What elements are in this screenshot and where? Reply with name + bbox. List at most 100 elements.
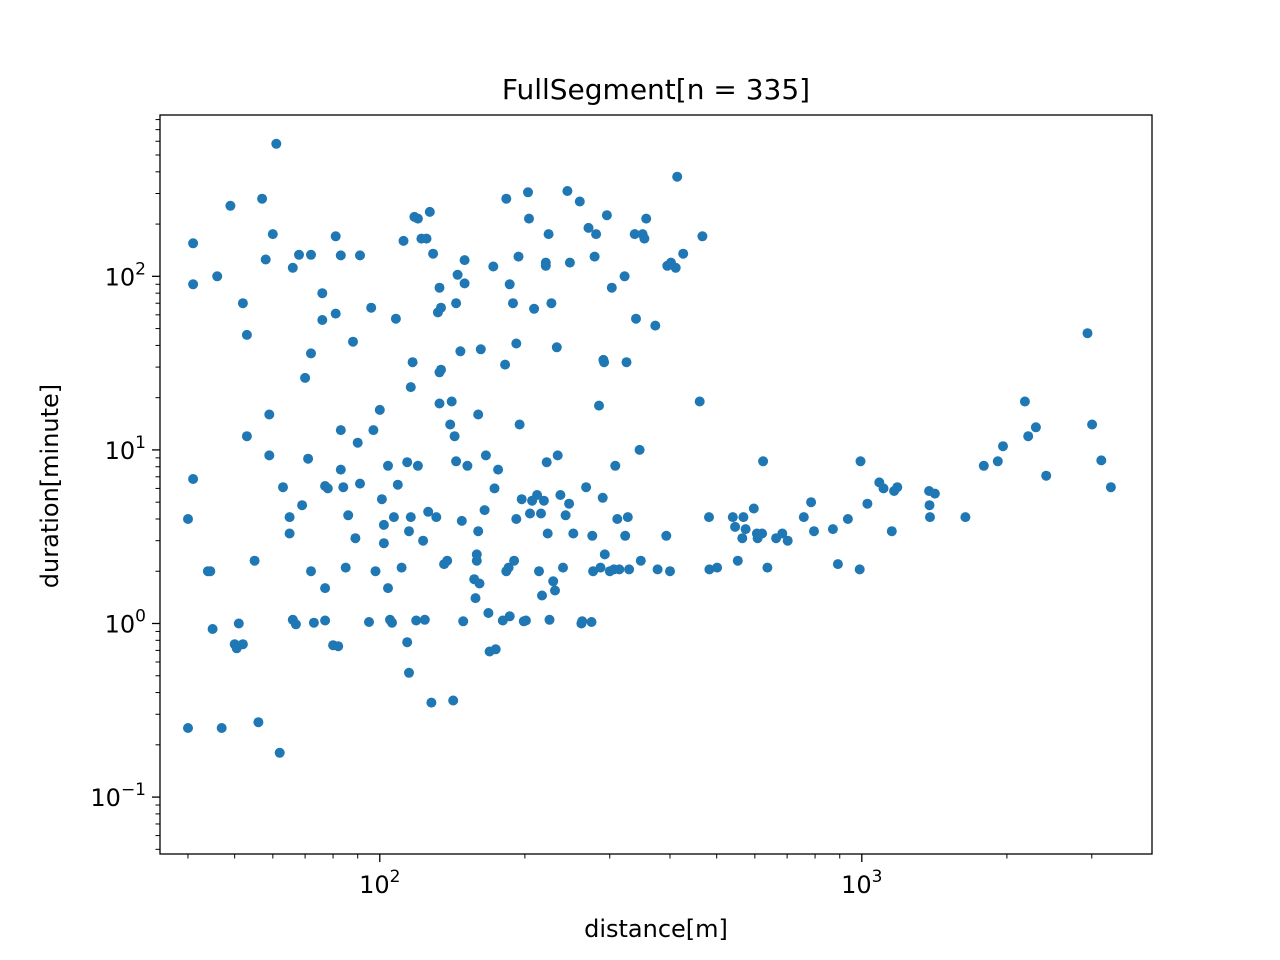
- data-point: [782, 535, 793, 546]
- data-point: [532, 490, 543, 500]
- data-point: [225, 200, 236, 211]
- data-point: [589, 251, 600, 262]
- x-tick-label: 102: [359, 867, 400, 899]
- data-point: [451, 298, 462, 309]
- data-point: [421, 233, 432, 244]
- data-point: [550, 585, 560, 596]
- data-point: [287, 262, 298, 273]
- data-point: [271, 138, 282, 149]
- data-point: [260, 254, 271, 265]
- data-point: [599, 549, 610, 560]
- data-point: [862, 498, 873, 509]
- data-point: [606, 282, 617, 293]
- y-tick-label: 10−1: [90, 780, 146, 812]
- data-point: [423, 506, 434, 517]
- data-point: [978, 460, 989, 471]
- data-point: [470, 593, 481, 604]
- data-point: [806, 497, 817, 508]
- data-point: [678, 248, 689, 259]
- data-point: [577, 616, 588, 627]
- data-point: [543, 229, 554, 240]
- data-point: [583, 222, 594, 233]
- data-point: [490, 644, 501, 655]
- data-point: [188, 279, 199, 290]
- data-point: [631, 313, 641, 324]
- data-point: [992, 456, 1003, 467]
- data-point: [665, 566, 675, 577]
- data-point: [777, 528, 788, 539]
- data-point: [501, 193, 512, 204]
- data-point: [924, 500, 935, 511]
- data-point: [446, 396, 457, 407]
- data-point: [855, 456, 866, 467]
- data-point: [419, 614, 430, 625]
- data-point: [297, 500, 308, 511]
- data-point: [418, 535, 429, 546]
- data-point: [588, 566, 599, 577]
- data-point: [448, 695, 459, 706]
- data-point: [340, 562, 351, 573]
- data-point: [317, 288, 328, 299]
- data-point: [548, 576, 559, 587]
- data-point: [462, 460, 473, 471]
- data-point: [635, 555, 646, 566]
- data-point: [366, 302, 377, 313]
- y-tick-label: 101: [105, 433, 146, 465]
- data-point: [738, 512, 749, 523]
- data-point: [560, 510, 571, 521]
- data-point: [842, 514, 853, 524]
- data-point: [740, 524, 751, 535]
- data-point: [727, 512, 738, 523]
- data-point: [396, 562, 407, 573]
- data-point: [300, 372, 311, 383]
- data-point: [306, 249, 316, 260]
- data-point: [892, 482, 903, 493]
- data-point: [704, 564, 715, 575]
- data-point: [374, 404, 385, 415]
- data-point: [597, 492, 608, 503]
- data-point: [546, 298, 557, 309]
- data-point: [520, 615, 531, 626]
- data-point: [712, 562, 723, 573]
- data-point: [488, 261, 499, 272]
- chart-title: FullSegment[n = 335]: [502, 73, 810, 106]
- data-point: [405, 382, 416, 393]
- axis-ticks: 102 103 10−1 100 101 102: [90, 119, 1093, 899]
- data-point: [308, 617, 319, 628]
- data-point: [929, 488, 940, 499]
- data-point: [758, 456, 769, 467]
- data-point: [368, 425, 379, 436]
- data-point: [1087, 419, 1098, 430]
- data-point: [426, 697, 437, 708]
- data-point: [241, 431, 252, 442]
- data-point: [1082, 328, 1093, 339]
- data-point: [480, 450, 491, 461]
- data-point: [489, 483, 500, 494]
- data-point: [525, 508, 535, 519]
- data-point: [1096, 455, 1107, 466]
- data-point: [320, 615, 331, 626]
- data-point: [411, 615, 422, 626]
- data-point: [455, 346, 466, 357]
- data-point: [650, 320, 661, 331]
- data-point: [390, 313, 401, 324]
- data-point: [333, 641, 344, 652]
- data-point: [832, 559, 843, 570]
- data-point: [402, 637, 413, 648]
- y-axis-label: duration[minute]: [36, 384, 64, 588]
- data-point: [188, 474, 199, 484]
- data-point: [303, 453, 314, 464]
- data-point: [434, 282, 445, 293]
- data-point: [183, 514, 193, 524]
- data-point: [493, 464, 504, 475]
- data-point: [474, 578, 485, 589]
- data-point: [241, 329, 252, 340]
- data-point: [601, 210, 612, 221]
- data-point: [306, 348, 316, 359]
- data-point: [452, 269, 463, 280]
- data-point: [392, 479, 403, 490]
- data-point: [330, 308, 341, 319]
- data-point: [473, 409, 484, 420]
- data-point: [503, 562, 514, 573]
- data-point: [424, 206, 435, 217]
